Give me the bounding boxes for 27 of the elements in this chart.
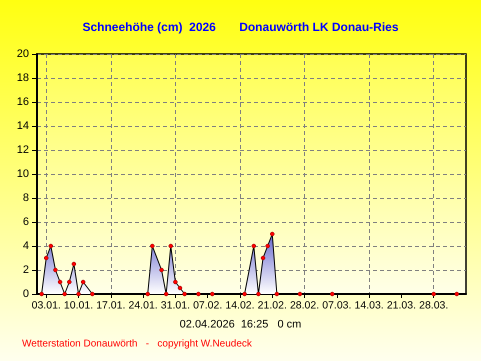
- y-tick-label: 16: [16, 96, 29, 108]
- y-tick-label: 20: [16, 48, 29, 60]
- x-tick-label: 07.03.: [322, 300, 352, 312]
- text: Wetterstation Donauwörth - copyright W.Neudeck: [22, 338, 253, 350]
- y-tick-label: 10: [16, 168, 29, 180]
- x-tick-label: 24.01.: [128, 300, 158, 312]
- y-tick-label: 0: [22, 288, 29, 300]
- x-tick-label: 07.02.: [193, 300, 222, 312]
- y-tick-label: 14: [16, 120, 29, 132]
- x-tick-label: 31.01.: [160, 300, 190, 312]
- x-tick-label: 17.01.: [96, 300, 126, 312]
- x-tick-label: 10.01.: [64, 300, 94, 312]
- text: 02.04.2026 16:25 0 cm: [180, 318, 302, 330]
- y-tick-label: 6: [22, 216, 29, 228]
- y-tick-label: 4: [22, 240, 29, 252]
- x-tick-label: 28.02.: [290, 300, 320, 312]
- x-tick-label: 14.02.: [225, 300, 255, 312]
- x-tick-label: 14.03.: [354, 300, 384, 312]
- y-tick-label: 12: [16, 144, 29, 156]
- y-tick-label: 8: [22, 192, 29, 204]
- x-tick-label: 28.03.: [419, 300, 448, 312]
- chart-title: Schneehöhe (cm) 2026 Donauwörth LK Donau-Ries: [82, 20, 399, 34]
- x-tick-label: 03.01.: [32, 300, 61, 312]
- y-tick-label: 18: [16, 72, 29, 84]
- x-tick-label: 21.02.: [258, 300, 287, 312]
- x-tick-label: 21.03.: [386, 300, 416, 312]
- y-tick-label: 2: [22, 264, 29, 276]
